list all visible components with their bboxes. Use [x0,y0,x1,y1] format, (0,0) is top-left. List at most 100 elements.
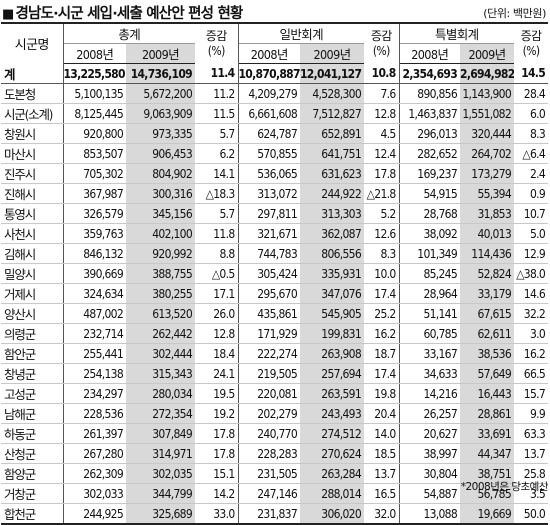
year-header-2008: 2008년 [63,43,126,64]
amount-cell: 199,831 [300,323,365,344]
amount-cell: 12,041,127 [300,63,365,84]
table-row: 창녕군 254,138 315,343 24.1 219,505 257,694 17.4 3… [1,363,549,384]
pct-change-cell: 25.2 [364,303,400,324]
pct-header-bottom: (%) [372,43,390,58]
amount-cell: 4,209,279 [238,83,300,104]
amount-cell: 263,284 [300,463,365,484]
pct-change-cell: 12.8 [364,103,400,124]
group-header-special: 특별회계 [399,22,515,44]
amount-cell: 806,556 [300,243,365,264]
amount-cell: 16,443 [460,383,515,404]
amount-cell: 359,763 [63,223,126,244]
region-name-cell: 사천시 [1,223,64,244]
table-row: 의령군 232,714 262,442 12.8 171,929 199,831 16.2 6… [1,323,549,344]
amount-cell: 222,274 [238,343,300,364]
pct-change-cell: 16.2 [364,323,400,344]
amount-cell: 624,787 [238,123,300,144]
region-header: 시군명 [1,22,64,64]
pct-header-total: 증감 (%) [195,22,239,64]
amount-cell: 228,536 [63,403,126,424]
amount-cell: 57,649 [460,363,515,384]
amount-cell: 302,444 [126,343,195,364]
pct-change-cell: 5.0 [514,223,549,244]
amount-cell: 261,397 [63,423,126,444]
pct-change-cell: 5.7 [195,123,239,144]
amount-cell: 28,861 [460,403,515,424]
amount-cell: 631,623 [300,163,365,184]
amount-cell: 313,303 [300,203,365,224]
pct-change-cell: 6.0 [514,103,549,124]
amount-cell: 345,156 [126,203,195,224]
pct-change-cell: 0.9 [514,183,549,204]
pct-header-top: 증감 [370,28,392,43]
amount-cell: 60,785 [399,323,461,344]
pct-change-cell: △6.4 [514,143,549,164]
pct-change-cell: 13.7 [514,443,549,464]
amount-cell: 270,624 [300,443,365,464]
amount-cell: 28,964 [399,283,461,304]
amount-cell: 202,279 [238,403,300,424]
pct-change-cell: 2.4 [514,163,549,184]
amount-cell: 255,441 [63,343,126,364]
amount-cell: 244,922 [300,183,365,204]
pct-change-cell: 11.4 [195,63,239,84]
amount-cell: 38,751 [460,463,515,484]
amount-cell: 219,505 [238,363,300,384]
amount-cell: 906,453 [126,143,195,164]
amount-cell: 171,929 [238,323,300,344]
table-row: 하동군 261,397 307,849 17.8 240,770 274,512 14.0 2… [1,423,549,444]
pct-change-cell: 24.1 [195,363,239,384]
pct-change-cell: 17.8 [195,423,239,444]
amount-cell: 220,081 [238,383,300,404]
pct-change-cell: 18.4 [195,343,239,364]
table-row: 시군(소계) 8,125,445 9,063,909 11.5 6,661,608 7,5… [1,103,549,124]
amount-cell: 804,902 [126,163,195,184]
amount-cell: 240,770 [238,423,300,444]
pct-header-top: 증감 [205,28,227,43]
amount-cell: 4,528,300 [300,83,365,104]
header-row-groups: 시군명 총계 증감 (%) 일반회계 증감 (%) 특별회계 증감 (%) [1,22,549,64]
year-header-2008: 2008년 [238,43,300,64]
amount-cell: 545,905 [300,303,365,324]
amount-cell: 14,736,109 [126,63,195,84]
pct-change-cell: 9.9 [514,403,549,424]
amount-cell: 297,811 [238,203,300,224]
amount-cell: 324,634 [63,283,126,304]
amount-cell: 262,442 [126,323,195,344]
table-row: 창원시 920,800 973,335 5.7 624,787 652,891 4.5 296… [1,123,549,144]
amount-cell: 40,013 [460,223,515,244]
amount-cell: 13,088 [399,503,461,525]
amount-cell: 14,216 [399,383,461,404]
pct-change-cell: 32.0 [364,503,400,525]
amount-cell: 296,013 [399,123,461,144]
pct-change-cell: 63.3 [514,423,549,444]
pct-header-special: 증감 (%) [514,22,549,64]
pct-change-cell: 25.8 [514,463,549,484]
pct-header-bottom: (%) [522,43,540,58]
amount-cell: 5,672,200 [126,83,195,104]
year-header-2009: 2009년 [126,43,195,64]
region-name-cell: 창원시 [1,123,64,144]
pct-change-cell: 32.2 [514,303,549,324]
amount-cell: 295,670 [238,283,300,304]
amount-cell: 5,100,135 [63,83,126,104]
table-row: 양산시 487,002 613,520 26.0 435,861 545,905 25.2 5… [1,303,549,324]
amount-cell: 1,463,837 [399,103,461,124]
region-name-cell: 도본청 [1,83,64,104]
pct-change-cell: 10.7 [514,203,549,224]
pct-change-cell: 17.8 [195,443,239,464]
pct-change-cell: 11.2 [195,83,239,104]
table-row: 계 13,225,580 14,736,109 11.4 10,870,887 12,04… [1,63,549,84]
pct-change-cell: 17.4 [364,283,400,304]
table-row: 진해시 367,987 300,316 △18.3 313,072 244,922 △21.… [1,183,549,204]
amount-cell: 613,520 [126,303,195,324]
region-name-cell: 산청군 [1,443,64,464]
amount-cell: 101,349 [399,243,461,264]
amount-cell: 320,444 [460,123,515,144]
amount-cell: 846,132 [63,243,126,264]
pct-change-cell: 5.2 [364,203,400,224]
amount-cell: 920,992 [126,243,195,264]
region-name-cell: 거제시 [1,283,64,304]
amount-cell: 314,971 [126,443,195,464]
amount-cell: 51,141 [399,303,461,324]
